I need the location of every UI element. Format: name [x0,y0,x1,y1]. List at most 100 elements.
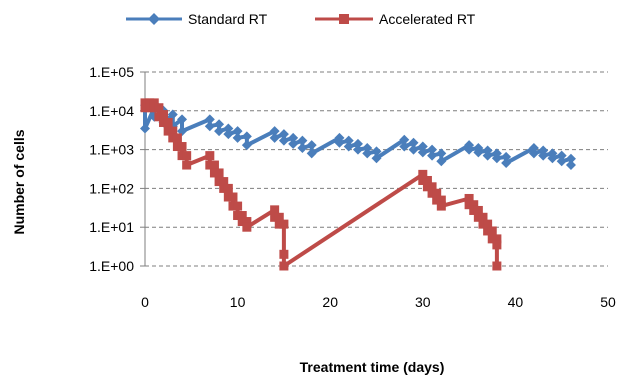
data-point [371,146,382,157]
series-line-accelerated-rt [143,100,499,268]
y-tick-label: 1.E+03 [89,142,134,158]
data-point [469,200,479,210]
data-point [436,148,447,159]
data-point [464,200,474,210]
data-point [149,98,159,108]
data-point [399,141,410,152]
data-point [214,126,225,137]
data-point [288,138,299,149]
data-point [422,182,432,192]
data-point [233,211,243,221]
y-tick-label: 1.E+01 [89,219,134,235]
data-point [565,160,576,171]
data-point [172,142,182,152]
data-point [487,226,497,236]
data-point [427,182,437,192]
x-tick-label: 0 [141,294,149,310]
y-tick-label: 1.E+00 [89,258,134,274]
x-tick-label: 30 [415,294,431,310]
data-point [482,150,493,161]
data-point [145,103,155,113]
data-point [159,117,169,127]
x-tick-label: 10 [230,294,246,310]
data-point [168,133,178,143]
data-point [154,103,164,113]
data-point [343,135,354,146]
data-point [159,110,169,120]
data-point [214,168,224,178]
x-tick-label: 40 [508,294,524,310]
data-point [399,134,410,145]
data-point [177,151,187,161]
x-tick-label: 20 [322,294,338,310]
data-point [205,151,215,161]
data-point [241,140,252,151]
data-point [297,135,308,146]
data-point [228,201,238,211]
data-point [501,151,512,162]
data-point [408,144,419,155]
data-point [371,153,382,164]
y-tick-label: 1.E+05 [89,64,134,80]
data-point [334,137,345,148]
data-point [427,150,438,161]
data-point [436,156,447,167]
data-point [473,205,483,215]
data-point [565,153,576,164]
data-point [140,98,150,108]
data-point [483,226,493,236]
data-point [182,151,192,161]
data-point [427,144,438,155]
data-point [168,126,178,136]
x-axis-title: Treatment time (days) [300,359,445,375]
data-point [436,195,446,205]
data-point [464,193,474,203]
data-point [432,195,442,205]
data-point [232,132,243,143]
data-point [417,141,428,152]
data-point [478,219,488,229]
data-point [242,217,252,227]
data-point [547,153,558,164]
data-point [223,192,233,202]
data-point [204,114,215,125]
data-point [214,119,225,130]
data-point [269,132,280,143]
data-point [492,234,502,244]
data-point [279,249,289,259]
data-point [362,148,373,159]
data-point [422,175,432,185]
data-point [269,126,280,137]
data-point [223,129,234,140]
data-point [232,126,243,137]
data-point [556,150,567,161]
data-point [352,144,363,155]
data-point [182,160,192,170]
data-point [464,144,475,155]
data-point [219,177,229,187]
data-point [167,109,178,120]
data-point [140,123,150,134]
series-accelerated-rt [140,98,502,271]
legend: Standard RT Accelerated RT [126,11,476,27]
data-point [205,160,215,170]
y-tick-label: 1.E+04 [89,103,134,119]
data-point [362,142,373,153]
data-point [270,212,280,222]
data-point [417,147,428,158]
data-point [209,168,219,178]
data-point [288,132,299,143]
data-point [140,103,150,113]
data-point [492,240,502,250]
legend-item-standard-rt: Standard RT [126,11,268,27]
x-tick-label: 50 [600,294,616,310]
data-point [279,261,289,271]
data-point [241,131,252,142]
data-point [214,177,224,187]
data-point [432,188,442,198]
data-point [352,138,363,149]
data-point [528,142,539,153]
data-point [242,222,252,232]
series-layer [140,98,576,271]
data-point [297,142,308,153]
